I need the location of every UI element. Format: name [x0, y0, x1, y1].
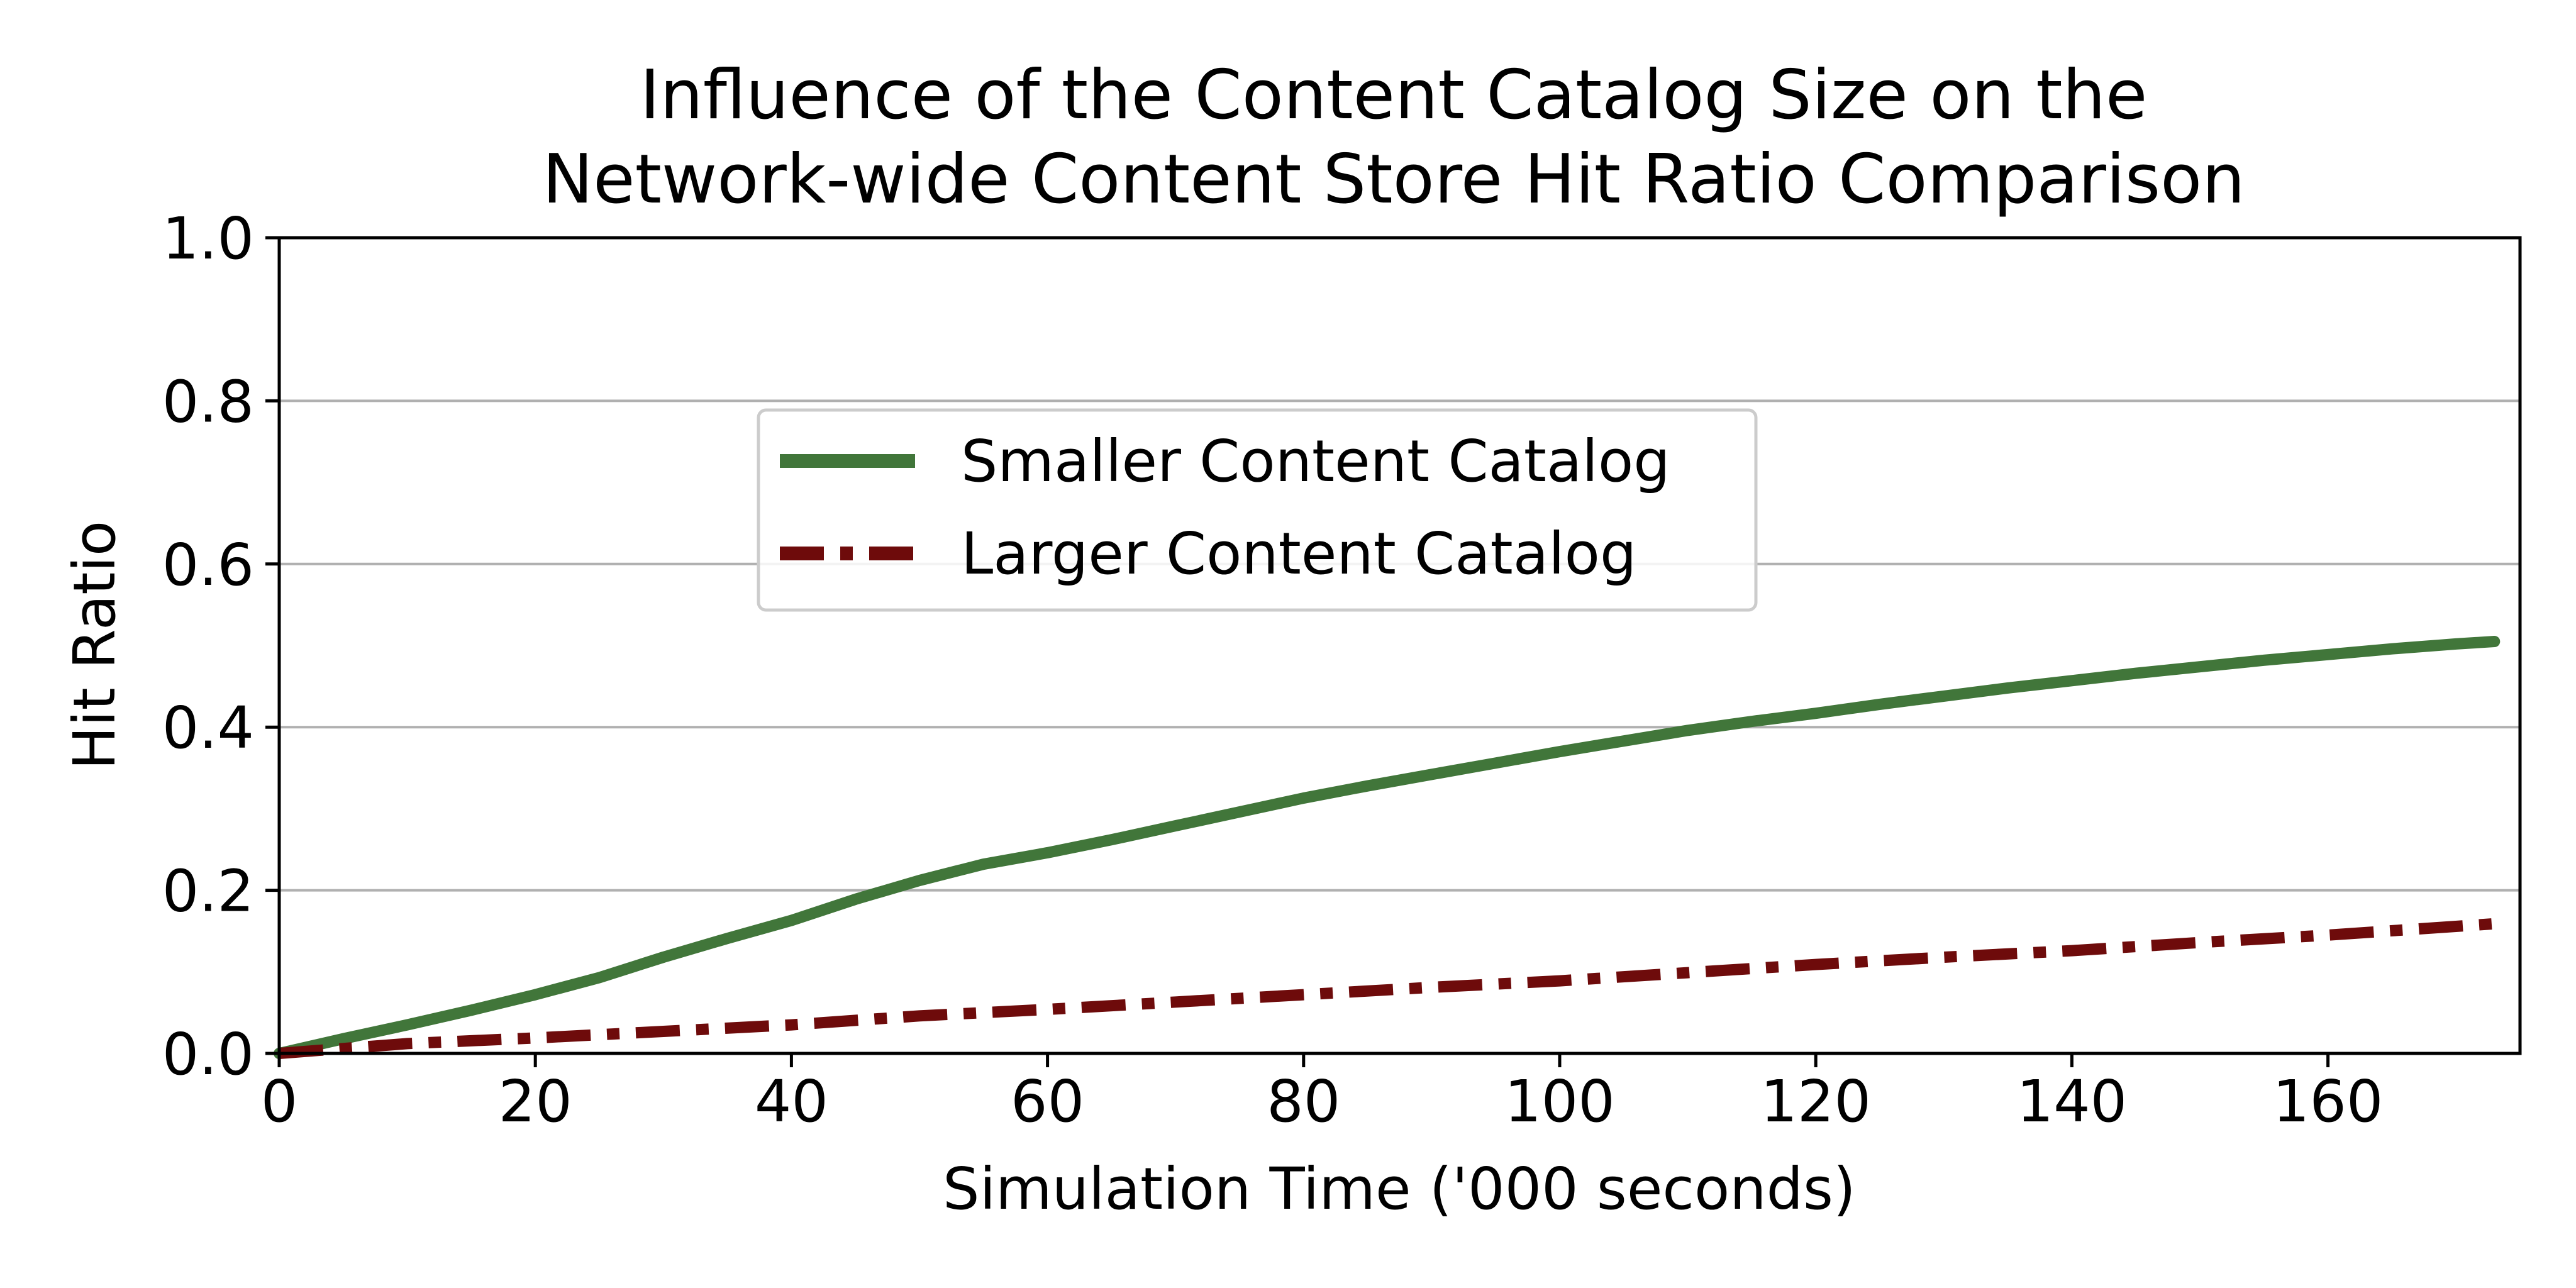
legend: Smaller Content Catalog Larger Content C… — [757, 408, 1758, 612]
series-lines — [274, 636, 2501, 1059]
x-tick-label: 140 — [2017, 1068, 2128, 1135]
legend-label-smaller-content-catalog: Smaller Content Catalog — [961, 428, 1670, 495]
y-axis-label: Hit Ratio — [61, 521, 128, 770]
x-tick-label: 40 — [755, 1068, 828, 1135]
legend-box — [757, 408, 1758, 612]
x-tick-label: 60 — [1011, 1068, 1084, 1135]
chart-title-line-2: Network-wide Content Store Hit Ratio Com… — [542, 140, 2245, 219]
x-tick-label: 120 — [1760, 1068, 1871, 1135]
x-tick-label: 0 — [261, 1068, 298, 1135]
y-tick-label: 0.2 — [162, 858, 254, 925]
x-axis-label: Simulation Time ('000 seconds) — [943, 1155, 1856, 1223]
x-tick-label: 80 — [1267, 1068, 1340, 1135]
y-tick-label: 1.0 — [162, 205, 254, 272]
legend-label-larger-content-catalog: Larger Content Catalog — [961, 520, 1636, 587]
plot-area — [274, 236, 2522, 1059]
x-tick-label: 20 — [499, 1068, 572, 1135]
x-axis: 0 20 40 60 80 100 120 140 160 — [261, 1053, 2384, 1135]
y-tick-label: 0.0 — [162, 1021, 254, 1088]
y-tick-label: 0.8 — [162, 368, 254, 435]
series-line-smaller-content-catalog — [274, 636, 2501, 1059]
series-line-larger-content-catalog — [279, 918, 2495, 1059]
chart-title-line-1: Influence of the Content Catalog Size on… — [640, 56, 2148, 135]
x-tick-label: 100 — [1504, 1068, 1615, 1135]
y-axis: 0.0 0.2 0.4 0.6 0.8 1.0 — [162, 205, 279, 1088]
y-tick-label: 0.6 — [162, 531, 254, 599]
plot-frame — [277, 236, 2522, 1055]
y-tick-label: 0.4 — [162, 694, 254, 762]
x-tick-label: 160 — [2273, 1068, 2384, 1135]
